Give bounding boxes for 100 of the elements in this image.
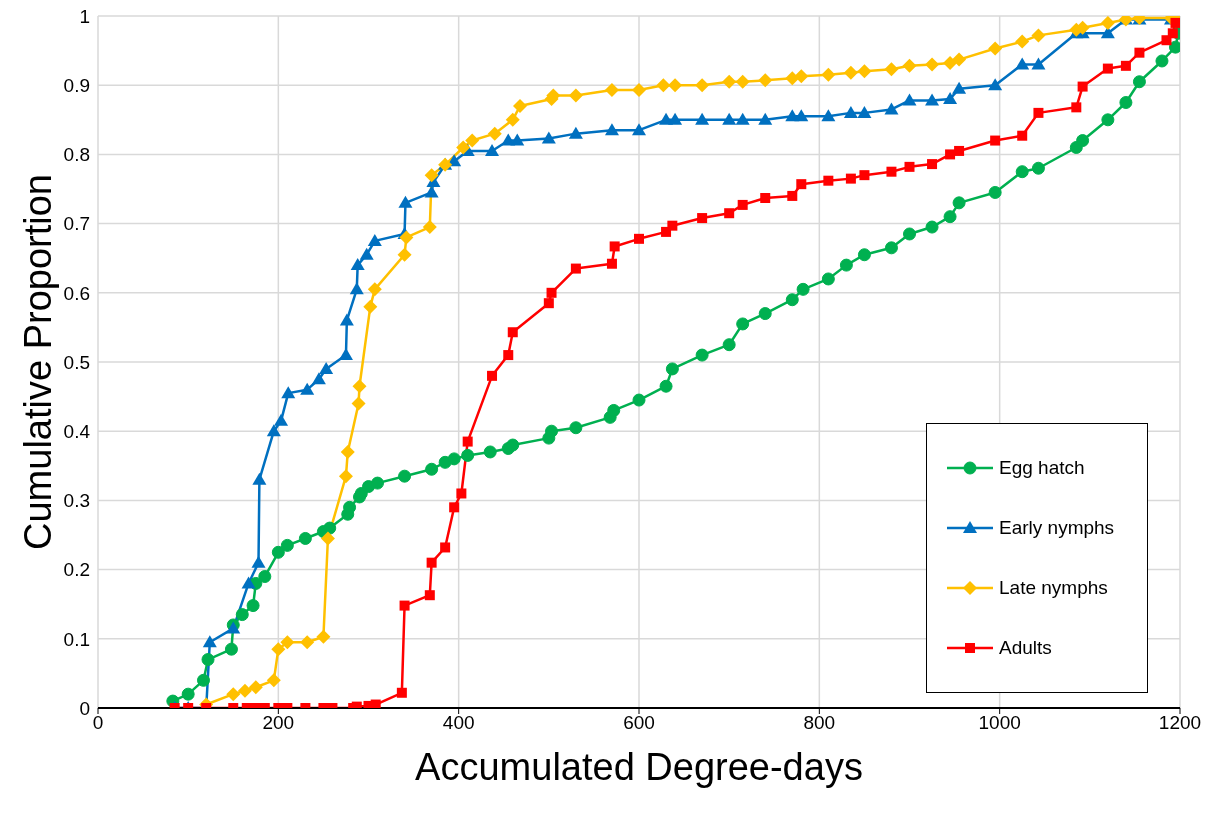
point <box>823 175 834 186</box>
point <box>251 555 266 568</box>
x-tick-label: 200 <box>262 712 295 734</box>
point <box>485 143 500 156</box>
point <box>398 195 413 208</box>
y-tick-label: 0.5 <box>63 351 90 373</box>
point <box>1033 107 1044 118</box>
point <box>758 73 773 88</box>
point <box>424 590 435 601</box>
point <box>758 112 773 125</box>
point <box>338 469 353 484</box>
legend-label: Late nymphs <box>999 577 1108 599</box>
point <box>1071 102 1082 113</box>
point <box>796 179 807 190</box>
point <box>505 112 520 127</box>
point <box>316 629 331 644</box>
x-axis-title: Accumulated Degree-days <box>415 746 863 788</box>
point <box>925 93 940 106</box>
point <box>311 372 326 385</box>
point <box>319 361 334 374</box>
point <box>456 488 467 499</box>
point <box>266 424 281 437</box>
point <box>1100 16 1115 30</box>
point <box>735 74 750 89</box>
point <box>1015 57 1030 70</box>
point <box>952 81 967 94</box>
point <box>988 41 1003 56</box>
point <box>609 241 620 252</box>
point <box>668 78 683 93</box>
point <box>845 173 856 184</box>
point <box>1161 35 1172 46</box>
point <box>656 78 671 93</box>
point <box>925 57 940 72</box>
point <box>399 600 410 611</box>
point <box>367 282 382 297</box>
point <box>424 168 439 183</box>
point <box>370 699 381 708</box>
point <box>943 92 958 105</box>
point <box>843 105 858 118</box>
point <box>349 282 364 295</box>
point <box>794 69 809 84</box>
y-tick-label: 0.6 <box>63 282 90 304</box>
point <box>952 52 967 67</box>
x-tick-label: 600 <box>623 712 655 734</box>
point <box>487 126 502 141</box>
x-tick-label: 800 <box>803 712 836 734</box>
point <box>503 350 514 361</box>
y-tick-label: 0.9 <box>63 74 90 96</box>
point <box>226 687 241 702</box>
point <box>668 112 683 125</box>
point <box>695 112 710 125</box>
point <box>859 170 870 181</box>
point <box>1015 34 1030 49</box>
x-tick-label: 1000 <box>978 712 1021 734</box>
point <box>546 287 557 298</box>
point <box>1077 81 1088 92</box>
point <box>1167 28 1178 39</box>
point <box>280 635 295 650</box>
point <box>300 382 315 395</box>
y-tick-label: 0.4 <box>63 420 91 442</box>
point <box>252 472 267 485</box>
point <box>1031 57 1046 70</box>
point <box>449 502 460 513</box>
point <box>541 131 556 144</box>
point <box>202 635 217 648</box>
point <box>1170 17 1180 28</box>
point <box>487 370 498 381</box>
point <box>634 233 644 244</box>
point <box>248 680 263 695</box>
point <box>1102 63 1113 74</box>
y-tick-label: 0.1 <box>63 628 90 650</box>
y-tick-label: 0.8 <box>63 144 90 166</box>
point <box>954 145 965 156</box>
point <box>352 379 367 394</box>
x-tick-label: 400 <box>442 712 475 734</box>
point <box>735 112 750 125</box>
point <box>350 258 365 271</box>
point <box>821 67 836 82</box>
point <box>604 123 619 136</box>
point <box>271 642 286 657</box>
point <box>367 233 382 246</box>
point <box>462 436 473 447</box>
point <box>737 199 748 210</box>
point <box>570 263 581 274</box>
point <box>1120 60 1131 71</box>
point <box>241 576 256 589</box>
point <box>821 109 836 122</box>
point <box>512 98 527 113</box>
legend-label: Egg hatch <box>999 457 1085 479</box>
point <box>399 230 414 245</box>
point <box>632 123 646 136</box>
point <box>990 135 1001 146</box>
y-tick-label: 0.3 <box>63 490 90 512</box>
point <box>787 190 798 201</box>
y-tick-label: 1 <box>79 5 90 27</box>
point <box>543 298 554 309</box>
y-tick-label: 0.2 <box>63 559 90 581</box>
y-axis-title: Cumulative Proportion <box>17 174 60 550</box>
point <box>340 444 355 459</box>
point <box>902 58 917 73</box>
